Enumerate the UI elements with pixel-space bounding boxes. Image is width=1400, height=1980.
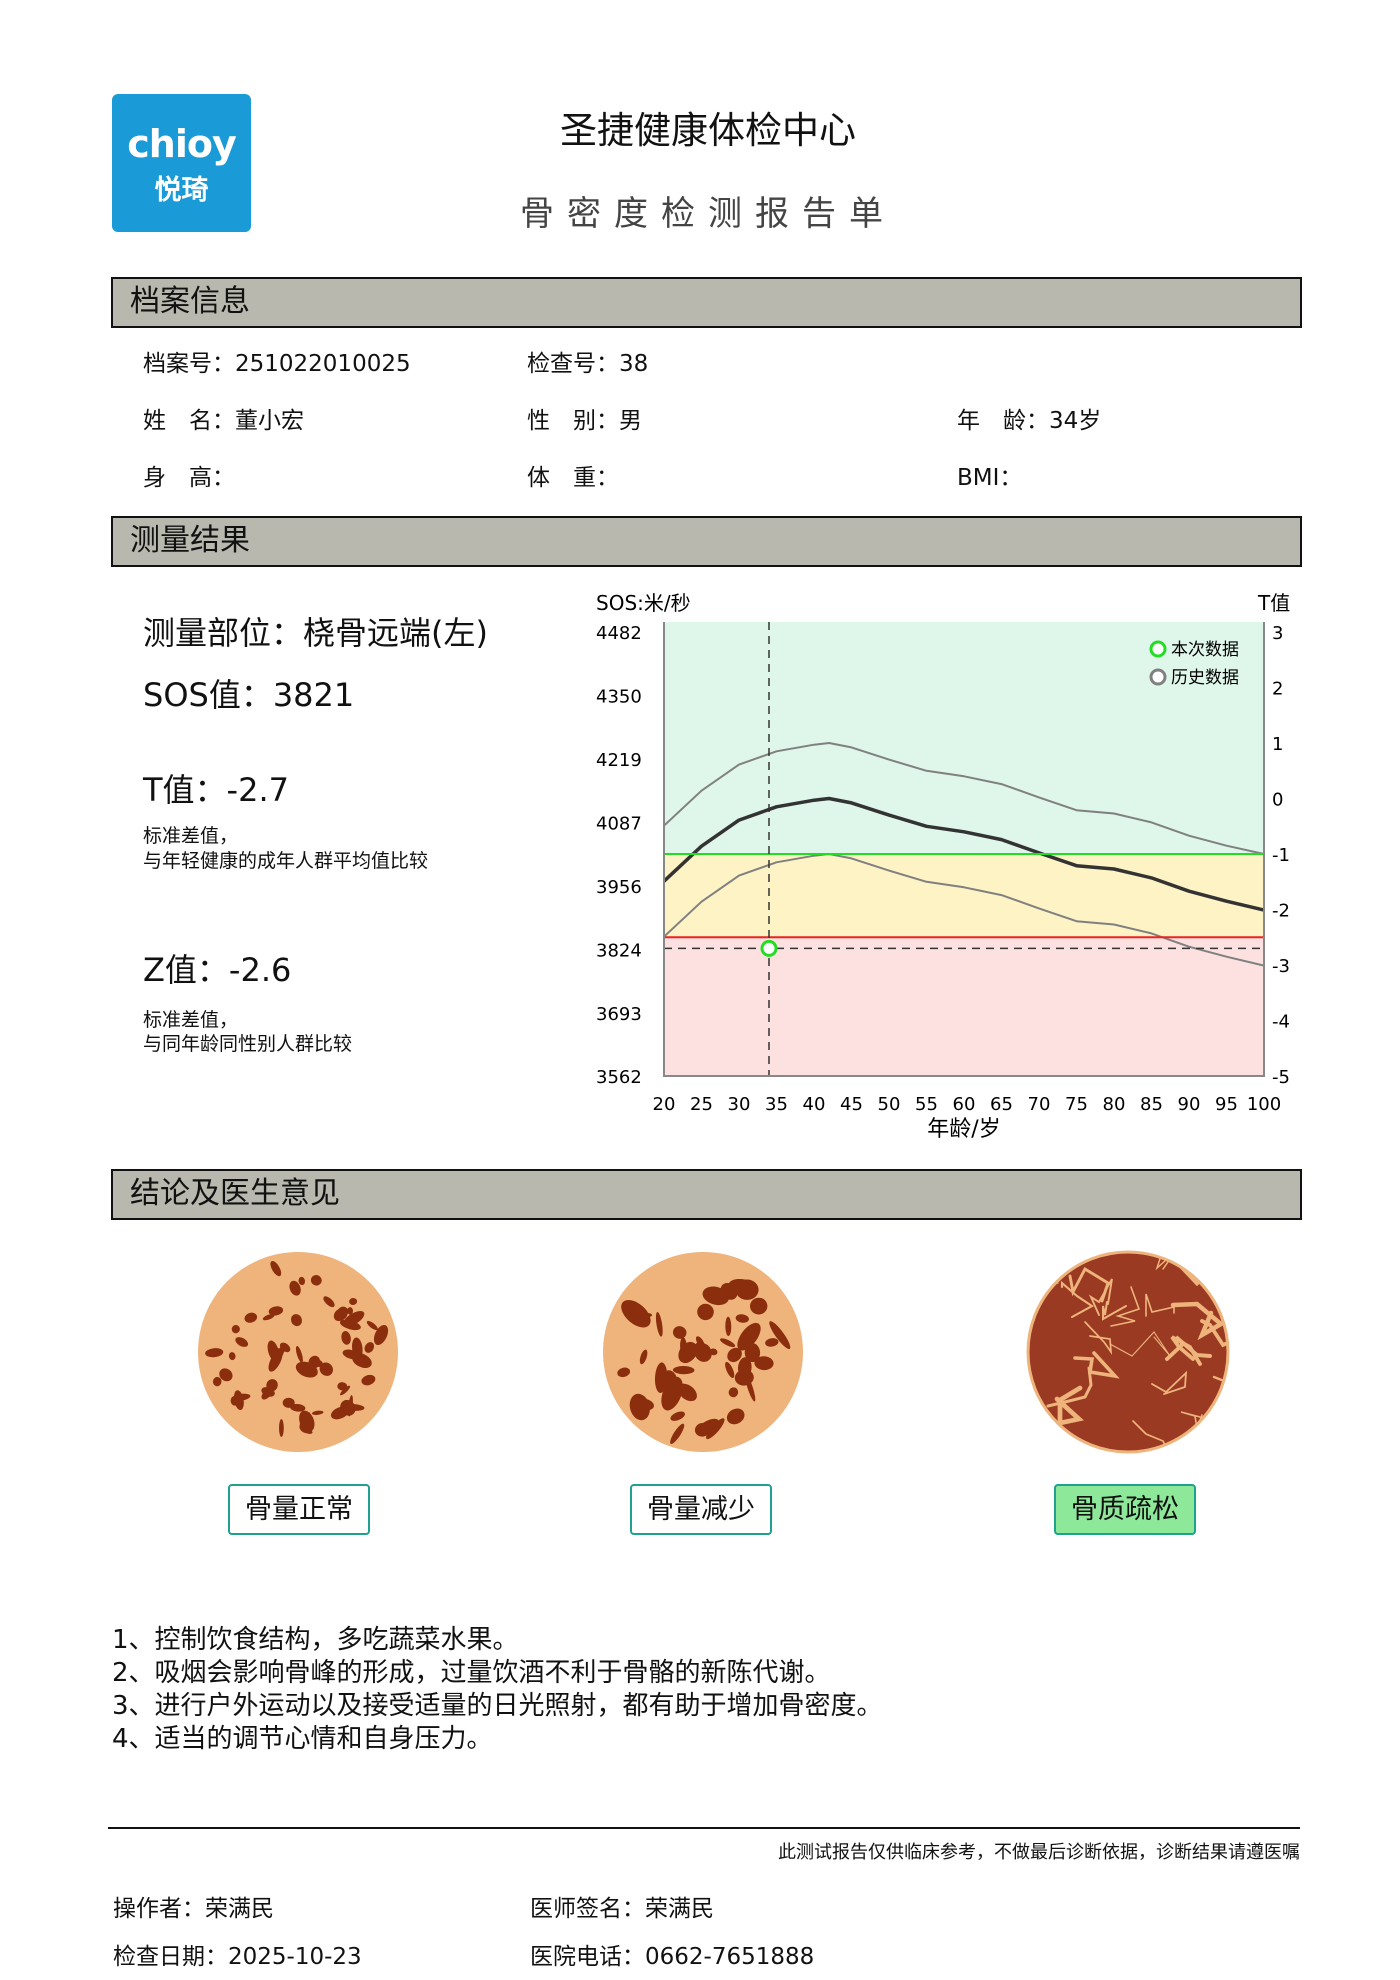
measurement-site: 测量部位：桡骨远端(左): [143, 614, 488, 652]
band-normal: [664, 622, 1264, 854]
logo: chioy 悦琦: [112, 94, 251, 232]
z-desc-2: 与同年龄同性别人群比较: [143, 1033, 353, 1055]
category-normal[interactable]: 骨量正常: [228, 1484, 370, 1535]
category-osteopenia[interactable]: 骨量减少: [630, 1484, 772, 1535]
current-data-point: [760, 939, 778, 957]
z-value: Z值：-2.6: [143, 951, 292, 989]
y-left-tick: 3693: [596, 1004, 642, 1025]
patient-height: 身 高：: [143, 465, 235, 491]
x-axis-label: 年龄/岁: [927, 1117, 1000, 1142]
advice-2: 2、吸烟会影响骨峰的形成，过量饮酒不利于骨骼的新陈代谢。: [112, 1658, 831, 1688]
exam-number: 检查号：38: [527, 351, 649, 377]
section-conclusion-header: 结论及医生意见: [111, 1169, 1302, 1220]
legend-marker: [1149, 640, 1167, 658]
y-left-tick: 3562: [596, 1067, 642, 1088]
patient-weight: 体 重：: [527, 465, 619, 491]
plot-frame: [663, 622, 1265, 1077]
center-title: 圣捷健康体检中心: [560, 109, 856, 152]
y-right-tick: 1: [1272, 734, 1283, 755]
t-desc-1: 标准差值，: [143, 825, 239, 847]
x-tick: 85: [1140, 1094, 1163, 1115]
advice-3: 3、进行户外运动以及接受适量的日光照射，都有助于增加骨密度。: [112, 1691, 883, 1721]
bone-illustrations: [198, 1250, 1230, 1454]
x-tick: 70: [1028, 1094, 1051, 1115]
logo-text-en: chioy: [127, 122, 236, 166]
y-right-tick: 0: [1272, 790, 1283, 811]
x-tick: 30: [728, 1094, 751, 1115]
z-desc-1: 标准差值，: [143, 1009, 239, 1031]
x-tick: 55: [915, 1094, 938, 1115]
sos-age-chart: SOS:米/秒 T值 年龄/岁 4482 4350 4219 4087 3956 3824…: [596, 591, 1290, 1142]
y-left-tick: 4219: [596, 750, 642, 771]
curve-lower: [663, 853, 1265, 967]
y-right-tick: -4: [1272, 1012, 1290, 1033]
patient-gender: 性 别：男: [527, 408, 642, 434]
legend-label: 本次数据: [1171, 640, 1239, 660]
file-number: 档案号：251022010025: [143, 351, 411, 377]
x-tick: 75: [1065, 1094, 1088, 1115]
x-tick: 35: [765, 1094, 788, 1115]
hospital-phone: 医院电话：0662-7651888: [530, 1944, 815, 1970]
bone-normal-image: [198, 1252, 398, 1452]
x-tick: 80: [1103, 1094, 1126, 1115]
x-tick: 45: [840, 1094, 863, 1115]
bone-osteopenia-image: [603, 1252, 803, 1452]
category-osteoporosis[interactable]: 骨质疏松: [1054, 1484, 1196, 1535]
y-right-tick: -5: [1272, 1067, 1290, 1088]
y-right-tick: -3: [1272, 956, 1290, 977]
doctor-signature: 医师签名：荣满民: [530, 1896, 714, 1922]
t-desc-2: 与年轻健康的成年人群平均值比较: [143, 850, 429, 872]
y-right-axis-label: T值: [1257, 591, 1290, 615]
x-tick: 20: [653, 1094, 676, 1115]
y-right-tick: 3: [1272, 623, 1283, 644]
advice-1: 1、控制饮食结构，多吃蔬菜水果。: [112, 1625, 519, 1655]
band-osteoporosis: [664, 937, 1264, 1076]
band-osteopenia: [664, 854, 1264, 938]
t-value: T值：-2.7: [143, 771, 289, 809]
bone-osteoporosis-image: [1026, 1250, 1230, 1454]
x-tick: 25: [690, 1094, 713, 1115]
y-right-tick: -1: [1272, 845, 1290, 866]
y-left-tick: 3824: [596, 941, 642, 962]
section-results-header: 测量结果: [111, 516, 1302, 567]
legend-marker: [1149, 668, 1167, 686]
exam-date: 检查日期：2025-10-23: [113, 1944, 362, 1970]
curve-upper: [663, 742, 1265, 855]
y-right-tick: 2: [1272, 679, 1283, 700]
y-left-tick: 3956: [596, 877, 642, 898]
x-tick: 65: [990, 1094, 1013, 1115]
y-left-axis-label: SOS:米/秒: [596, 591, 691, 615]
legend-label: 历史数据: [1171, 668, 1239, 688]
patient-bmi: BMI：: [957, 465, 1023, 491]
section-profile-header: 档案信息: [111, 277, 1302, 328]
footer-divider: [108, 1827, 1300, 1829]
x-tick: 95: [1215, 1094, 1238, 1115]
advice-4: 4、适当的调节心情和自身压力。: [112, 1724, 493, 1754]
patient-age: 年 龄：34岁: [957, 408, 1102, 434]
y-left-tick: 4087: [596, 814, 642, 835]
patient-name: 姓 名：董小宏: [143, 408, 304, 434]
logo-text-cn: 悦琦: [154, 175, 209, 206]
y-left-tick: 4350: [596, 687, 642, 708]
x-tick: 50: [878, 1094, 901, 1115]
curve-mean: [662, 796, 1265, 912]
x-tick: 90: [1178, 1094, 1201, 1115]
sos-value: SOS值：3821: [143, 676, 355, 714]
y-right-tick: -2: [1272, 901, 1290, 922]
x-tick: 100: [1247, 1094, 1281, 1115]
x-tick: 60: [953, 1094, 976, 1115]
report-title: 骨密度检测报告单: [520, 194, 896, 234]
y-left-tick: 4482: [596, 623, 642, 644]
disclaimer: 此测试报告仅供临床参考，不做最后诊断依据，诊断结果请遵医嘱: [778, 1842, 1300, 1863]
operator: 操作者：荣满民: [113, 1896, 274, 1922]
x-tick: 40: [803, 1094, 826, 1115]
